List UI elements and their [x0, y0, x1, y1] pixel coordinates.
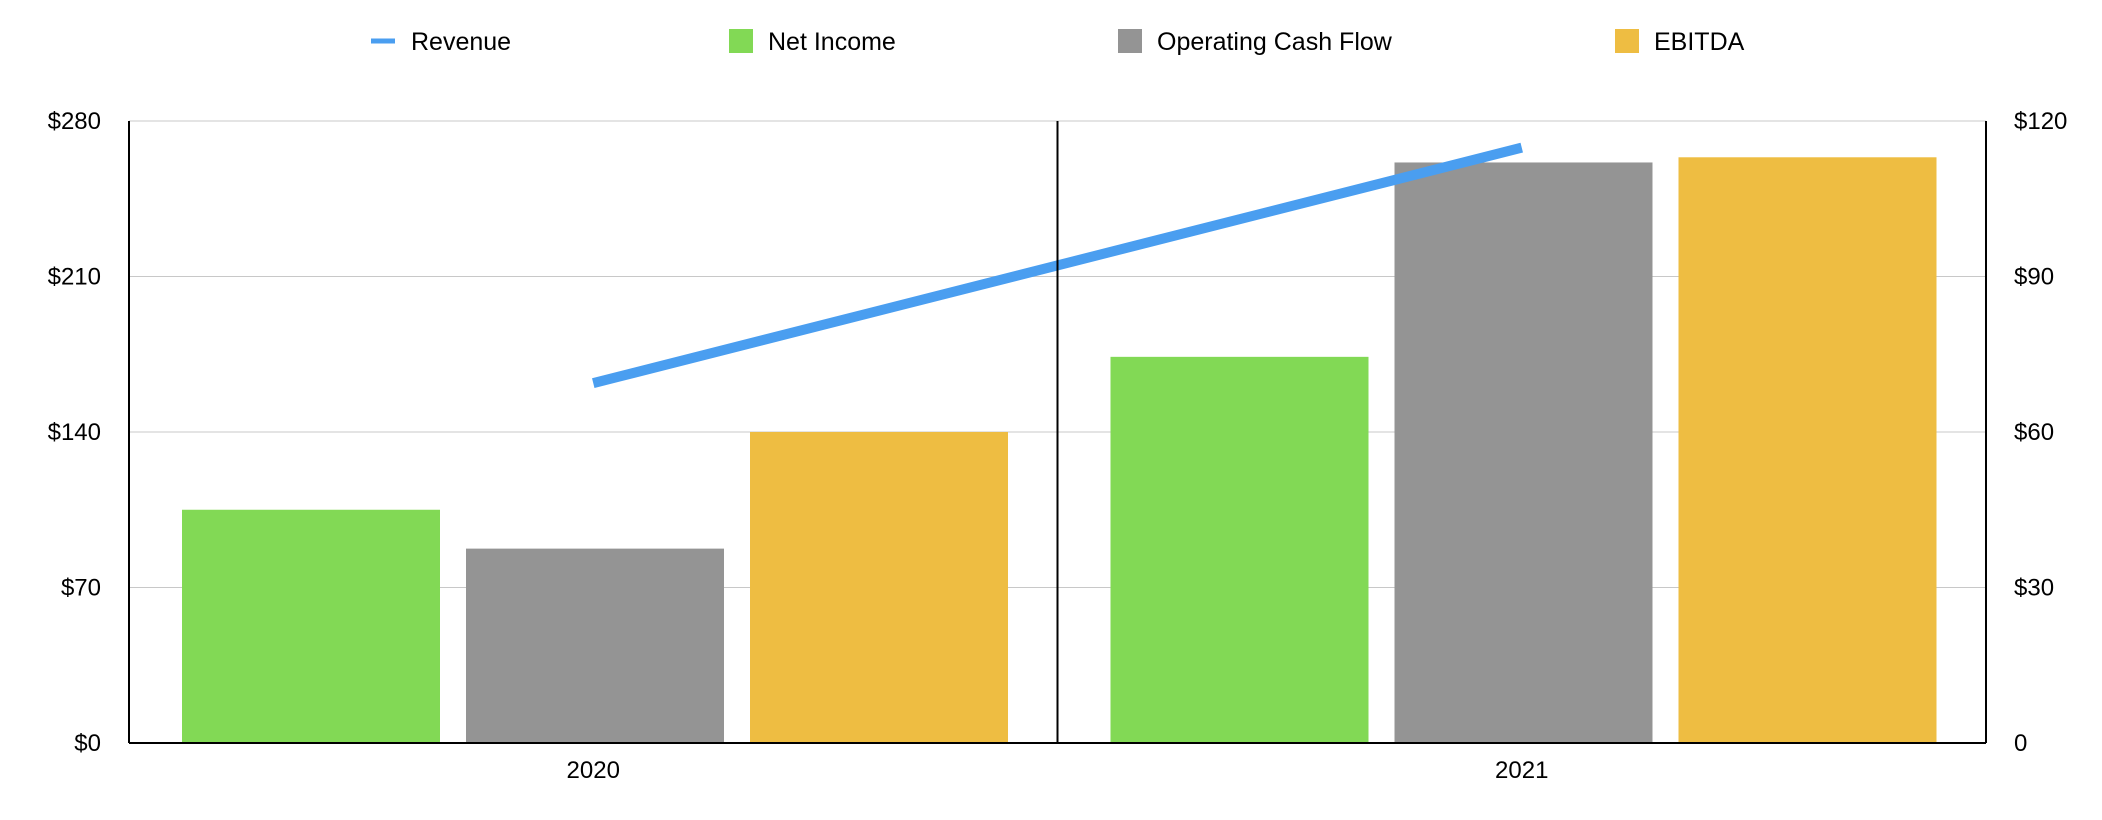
- legend-label-operating-cash-flow: Operating Cash Flow: [1157, 28, 1393, 56]
- y-right-tick-label: $120: [2014, 108, 2067, 135]
- x-tick-label: 2021: [1495, 757, 1548, 784]
- legend-item-ebitda: EBITDA: [1615, 28, 1745, 56]
- legend-label-revenue: Revenue: [411, 28, 511, 56]
- y-left-tick-label: $280: [48, 108, 101, 135]
- bar-ebitda-2020: [750, 432, 1008, 743]
- x-tick-label: 2020: [567, 757, 620, 784]
- legend-item-operating-cash-flow: Operating Cash Flow: [1118, 28, 1393, 56]
- legend-swatch-ebitda: [1615, 29, 1639, 53]
- legend-swatch-net-income: [729, 29, 753, 53]
- axes: [128, 121, 1987, 744]
- legend-swatch-operating-cash-flow: [1118, 29, 1142, 53]
- tick-labels: $0 $70 $140 $210 $280 0 $30 $60 $90 $120 2020 2021: [48, 108, 2068, 784]
- bar-ebitda-2021: [1678, 157, 1937, 744]
- y-right-tick-label: 0: [2014, 730, 2027, 757]
- y-right-tick-label: $30: [2014, 575, 2054, 602]
- legend: Revenue Net Income Operating Cash Flow EBIT…: [371, 28, 1745, 56]
- y-left-tick-label: $210: [48, 264, 101, 291]
- legend-label-ebitda: EBITDA: [1654, 28, 1745, 56]
- legend-label-net-income: Net Income: [768, 28, 896, 56]
- y-left-tick-label: $0: [74, 730, 101, 757]
- bar-operating-cash-flow-2020: [466, 548, 724, 743]
- legend-item-revenue: Revenue: [371, 28, 511, 56]
- y-right-tick-label: $90: [2014, 264, 2054, 291]
- bars: [182, 157, 1937, 744]
- y-right-tick-label: $60: [2014, 419, 2054, 446]
- legend-item-net-income: Net Income: [729, 28, 896, 56]
- y-left-tick-label: $140: [48, 419, 101, 446]
- y-left-tick-label: $70: [61, 575, 101, 602]
- bar-net-income-2020: [182, 509, 440, 743]
- bar-operating-cash-flow-2021: [1394, 162, 1653, 743]
- bar-net-income-2021: [1110, 356, 1369, 743]
